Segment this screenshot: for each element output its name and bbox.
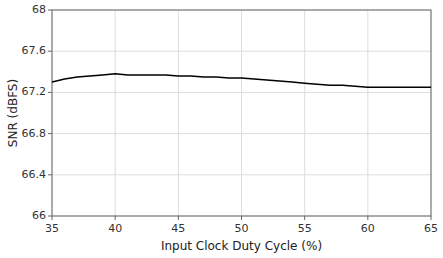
x-grid-line xyxy=(241,10,242,216)
x-tick-label: 55 xyxy=(298,222,312,235)
x-grid-line xyxy=(367,10,368,216)
grid xyxy=(52,10,431,216)
y-tick xyxy=(48,92,52,93)
x-tick xyxy=(178,216,179,220)
plot-area xyxy=(52,10,431,216)
y-axis-label: SNR (dBFS) xyxy=(6,79,20,147)
x-tick-label: 45 xyxy=(171,222,185,235)
x-tick xyxy=(241,216,242,220)
plot-frame xyxy=(52,10,431,216)
y-tick xyxy=(48,174,52,175)
chart: 66 66.4 66.8 67.2 67.6 68 35 40 45 50 55 60 65 Input … xyxy=(0,0,443,258)
y-tick xyxy=(48,216,52,217)
x-grid-line xyxy=(178,10,179,216)
y-tick-label: 67.6 xyxy=(22,44,47,57)
y-tick-label: 66.8 xyxy=(22,127,47,140)
y-tick-label: 68 xyxy=(32,3,46,16)
x-tick xyxy=(304,216,305,220)
y-tick xyxy=(48,10,52,11)
x-tick-label: 60 xyxy=(361,222,375,235)
y-tick xyxy=(48,51,52,52)
y-tick-label: 66.4 xyxy=(22,168,47,181)
line xyxy=(52,74,431,87)
y-tick-label: 66 xyxy=(32,209,46,222)
x-tick-label: 35 xyxy=(45,222,59,235)
x-grid-line xyxy=(115,10,116,216)
x-tick-label: 50 xyxy=(235,222,249,235)
y-tick-label: 67.2 xyxy=(22,85,47,98)
x-tick xyxy=(115,216,116,220)
y-tick xyxy=(48,133,52,134)
x-tick-label: 40 xyxy=(108,222,122,235)
x-tick xyxy=(431,216,432,220)
x-grid-line xyxy=(304,10,305,216)
x-tick xyxy=(52,216,53,220)
x-tick xyxy=(367,216,368,220)
x-axis-label: Input Clock Duty Cycle (%) xyxy=(161,239,322,253)
series-group xyxy=(52,74,431,87)
x-tick-label: 65 xyxy=(424,222,438,235)
